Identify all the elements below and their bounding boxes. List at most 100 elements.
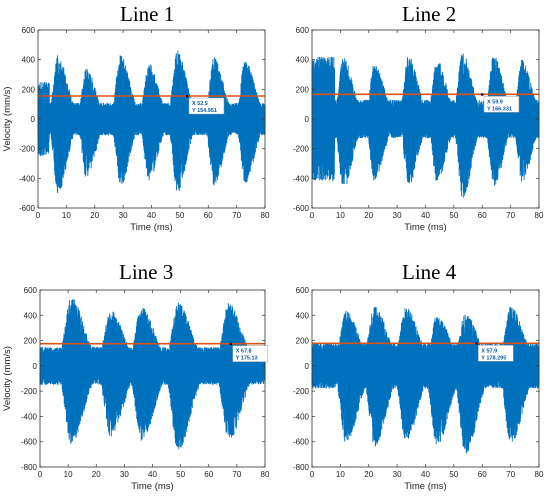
datatip-x-text: X 57.9 <box>481 348 497 354</box>
datatip-marker <box>185 95 189 98</box>
datatip-marker <box>475 342 478 345</box>
datatip-y-text: Y 178.295 <box>481 355 506 361</box>
datatip-x-text: X 59.9 <box>487 99 503 105</box>
y-tick-label: 600 <box>24 286 38 295</box>
y-tick-label: -600 <box>19 204 36 213</box>
y-tick-label: -200 <box>21 387 38 396</box>
datatip-box <box>188 97 225 115</box>
x-tick-label: 10 <box>336 470 345 479</box>
x-tick-label: 20 <box>92 470 101 479</box>
datatip: X 52.5Y 154.951 <box>188 97 225 115</box>
datatip-y-text: Y 166.331 <box>487 106 512 112</box>
x-tick-label: 10 <box>336 211 345 220</box>
y-tick-label: -400 <box>293 174 310 183</box>
x-tick-label: 80 <box>535 211 544 220</box>
x-tick-label: 80 <box>261 470 270 479</box>
y-tick-label: 600 <box>22 26 36 35</box>
x-tick-label: 60 <box>478 211 487 220</box>
y-tick-label: -200 <box>293 387 310 396</box>
signal-series <box>311 306 540 454</box>
chart-title: Line 3 <box>119 260 174 284</box>
y-tick-label: 0 <box>305 115 310 124</box>
x-tick-label: 80 <box>261 211 270 220</box>
x-tick-label: 10 <box>64 470 73 479</box>
x-tick-label: 60 <box>478 470 487 479</box>
x-tick-label: 70 <box>232 470 241 479</box>
datatip-box <box>478 345 514 362</box>
datatip-x-text: X 52.5 <box>192 101 208 107</box>
x-tick-label: 40 <box>147 211 156 220</box>
y-tick-label: -800 <box>21 463 38 472</box>
x-axis-label: Time (ms) <box>404 222 446 233</box>
y-tick-label: 600 <box>296 286 310 295</box>
x-tick-label: 80 <box>535 470 544 479</box>
y-tick-label: 200 <box>296 85 310 94</box>
panel-line-3: Line 3 0 10 20 30 40 50 60 70 80 -800 -600 -400 -200… <box>0 257 275 497</box>
datatip: X 59.9Y 166.331 <box>483 96 520 113</box>
chart-title: Line 4 <box>402 260 457 284</box>
datatip: X 57.9Y 178.295 <box>478 345 514 362</box>
x-tick-label: 60 <box>204 470 213 479</box>
x-tick-label: 50 <box>449 211 458 220</box>
datatip-marker <box>480 93 484 96</box>
x-tick-label: 70 <box>506 470 515 479</box>
y-tick-label: -400 <box>293 412 310 421</box>
y-tick-label: -800 <box>293 463 310 472</box>
y-axis-label: Velocity (mm/s) <box>2 346 13 411</box>
y-tick-label: 0 <box>305 362 310 371</box>
panel-line-2: Line 2 0 10 20 30 40 50 60 70 80 -600 -400 -200 0 200… <box>275 0 550 240</box>
datatip-box <box>483 96 520 113</box>
x-tick-label: 50 <box>176 470 185 479</box>
x-axis-label: Time (ms) <box>130 222 172 233</box>
x-tick-label: 30 <box>393 211 402 220</box>
y-tick-label: -400 <box>21 412 38 421</box>
datatip-box <box>232 345 268 362</box>
x-tick-label: 10 <box>62 211 71 220</box>
x-tick-label: 40 <box>421 470 430 479</box>
y-tick-label: 0 <box>31 115 36 124</box>
x-axis-label: Time (ms) <box>404 481 446 492</box>
x-tick-label: 20 <box>364 470 373 479</box>
y-tick-label: 600 <box>296 26 310 35</box>
panel-line-4: Line 4 0 10 20 30 40 50 60 70 80 -800 -600 -400 -200… <box>275 257 550 497</box>
datatip-marker <box>229 342 233 346</box>
x-tick-label: 20 <box>364 211 373 220</box>
y-tick-label: 200 <box>296 337 310 346</box>
signal-series <box>311 53 540 198</box>
chart-svg-line-2: 0 10 20 30 40 50 60 70 80 -600 -400 -200 0 200 400 600 T… <box>293 26 544 233</box>
x-tick-label: 50 <box>449 470 458 479</box>
y-tick-label: -200 <box>19 145 36 154</box>
chart-svg-line-1: 0 10 20 30 40 50 60 70 80 -600 -400 -200 0 200 400 600 T… <box>2 26 270 233</box>
x-tick-label: 0 <box>38 470 43 479</box>
x-tick-label: 0 <box>36 211 41 220</box>
x-tick-label: 40 <box>421 211 430 220</box>
signal-series <box>37 50 266 194</box>
chart-svg-line-3: 0 10 20 30 40 50 60 70 80 -800 -600 -400 -200 0 200 400… <box>2 286 270 492</box>
x-tick-label: 20 <box>90 211 99 220</box>
chart-title: Line 1 <box>120 2 175 26</box>
y-tick-label: 0 <box>33 362 38 371</box>
y-tick-label: 400 <box>296 311 310 320</box>
x-tick-label: 70 <box>232 211 241 220</box>
datatip-y-text: Y 154.951 <box>192 108 217 114</box>
x-tick-label: 30 <box>120 470 129 479</box>
x-tick-label: 60 <box>204 211 213 220</box>
datatip-x-text: X 67.8 <box>236 349 252 355</box>
x-tick-label: 0 <box>310 470 315 479</box>
datatip: X 67.8Y 175.13 <box>232 345 268 362</box>
x-tick-label: 30 <box>119 211 128 220</box>
y-tick-label: 200 <box>22 85 36 94</box>
y-tick-label: -200 <box>293 145 310 154</box>
y-tick-label: -600 <box>21 438 38 447</box>
x-tick-label: 40 <box>148 470 157 479</box>
signal-series <box>39 299 266 450</box>
panel-line-1: Line 1 0 10 20 30 40 50 60 70 80 -600 -400 -200 0 200… <box>0 0 275 240</box>
y-axis-label: Velocity (mm/s) <box>2 87 13 152</box>
y-tick-label: -600 <box>293 438 310 447</box>
y-tick-label: 200 <box>24 337 38 346</box>
x-tick-label: 70 <box>506 211 515 220</box>
y-tick-label: 400 <box>24 311 38 320</box>
y-tick-label: -600 <box>293 204 310 213</box>
y-tick-label: 400 <box>296 56 310 65</box>
x-tick-label: 30 <box>393 470 402 479</box>
